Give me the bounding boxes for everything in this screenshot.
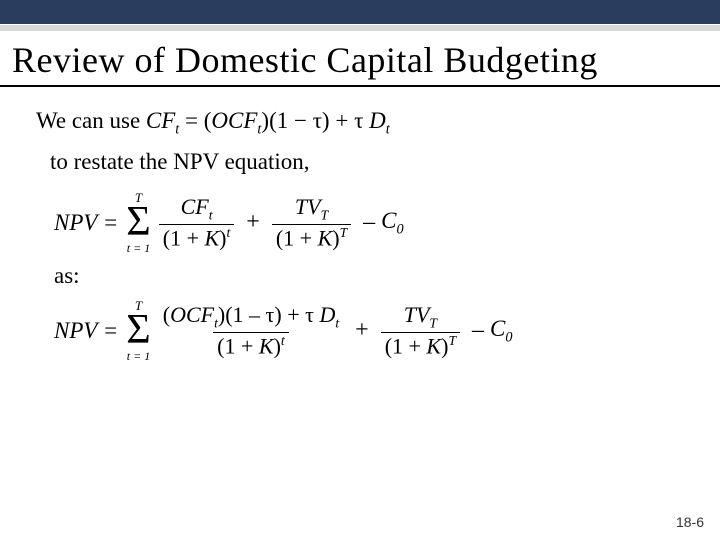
eq1-frac2-den-sup: T [340,225,348,240]
tau-symbol: τ [354,108,369,133]
plus-sign: + [330,108,354,133]
eq2-ocf: OCF [170,302,214,327]
slide-number: 18-6 [676,514,704,530]
one-minus-tau: (1 − τ) [269,108,330,133]
eq2-d: D [319,302,335,327]
eq1-lhs: NPV = [54,207,118,238]
eq2-k2: K [426,333,441,358]
eq2-frac2-den-pre: (1 + [385,333,427,358]
eq2-sigma-bot: t = 1 [127,350,150,362]
eq1-frac2-den-post: ) [332,225,339,250]
npv-equation-2: NPV = T Σ t = 1 (OCFt)(1 – τ) + τ Dt (1 … [54,299,700,362]
eq2-frac2-num-sub: T [429,315,437,330]
eq2-frac2: TVT (1 + K)T [381,303,460,357]
eq2-lhs: NPV = [54,315,118,346]
cf-symbol: CF [146,108,175,133]
eq1-minus: – [363,206,375,238]
as-label: as: [54,260,700,291]
slide-title: Review of Domestic Capital Budgeting [0,31,720,85]
eq1-frac1-num-sub: t [209,208,213,223]
eq2-den-pre: (1 + [217,333,259,358]
eq1-plus: + [246,206,260,238]
eq1-frac1: CFt (1 + K)t [159,195,235,249]
equals-sign: = [179,108,203,133]
eq1-c-sub: 0 [397,221,404,237]
eq1-frac2: TVT (1 + K)T [272,195,351,249]
eq2-den-sup: t [281,333,285,348]
eq1-frac1-den-post: ) [219,225,226,250]
ocf-subscript: t [257,122,261,138]
header-top-bar [0,0,720,24]
intro-line-2: to restate the NPV equation, [36,146,700,177]
slide-content: We can use CFt = (OCFt)(1 − τ) + τ Dt to… [0,87,720,362]
eq1-frac1-den-pre: (1 + [163,225,205,250]
ocf-symbol: OCF [211,108,257,133]
eq2-frac1: (OCFt)(1 – τ) + τ Dt (1 + K)t [159,303,343,357]
eq1-frac1-num: CF [181,194,209,219]
intro-prefix: We can use [36,108,146,133]
eq2-k: K [259,333,274,358]
sigma-icon: Σ [126,312,150,350]
eq2-frac2-den-sup: T [448,333,456,348]
eq2-den-post: ) [274,333,281,358]
eq1-k2: K [318,225,333,250]
eq2-plus: + [355,314,369,346]
eq2-c-sub: 0 [505,329,512,345]
eq1-frac2-num-sub: T [321,208,329,223]
eq2-frac2-num: TV [404,302,430,327]
eq1-c: C [381,208,396,233]
sigma-icon: Σ [126,204,150,242]
d-symbol: D [369,108,386,133]
d-subscript: t [386,122,390,138]
eq1-sigma: T Σ t = 1 [126,191,150,254]
eq1-frac1-den-sup: t [227,225,231,240]
eq2-num-tail: )(1 – τ) + τ [218,302,320,327]
eq2-sigma: T Σ t = 1 [126,299,150,362]
eq1-sigma-bot: t = 1 [127,242,150,254]
eq2-c: C [490,316,505,341]
eq1-k: K [204,225,219,250]
eq1-frac2-den-pre: (1 + [276,225,318,250]
eq1-frac2-num: TV [295,194,321,219]
eq2-d-sub: t [335,315,339,330]
npv-equation-1: NPV = T Σ t = 1 CFt (1 + K)t + TVT (1 + … [54,191,700,254]
eq2-minus: – [472,314,484,346]
intro-line-1: We can use CFt = (OCFt)(1 − τ) + τ Dt [36,105,700,140]
